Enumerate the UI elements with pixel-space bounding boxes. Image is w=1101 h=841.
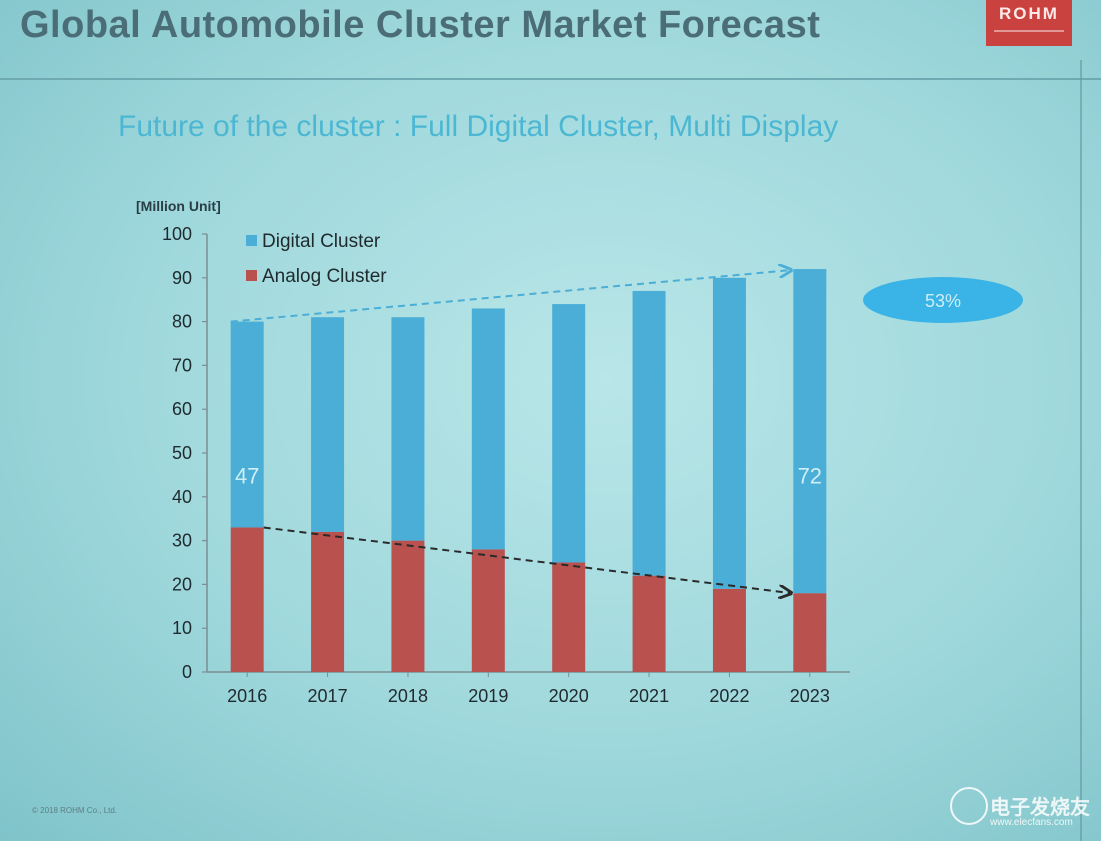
bar-analog-2016 <box>230 527 264 672</box>
bar-digital-2019 <box>471 308 505 550</box>
y-tick-label: 100 <box>162 224 192 244</box>
slide-title: Global Automobile Cluster Market Forecas… <box>20 4 821 46</box>
legend-label-analog-cluster: Analog Cluster <box>262 266 387 287</box>
y-tick-label: 90 <box>172 268 192 288</box>
bar-analog-2023 <box>793 593 827 672</box>
total-trend-arrow <box>230 270 792 323</box>
x-tick-label-2016: 2016 <box>227 686 267 706</box>
y-tick-label: 30 <box>172 531 192 551</box>
x-tick-label-2018: 2018 <box>388 686 428 706</box>
y-tick-label: 10 <box>172 618 192 638</box>
bar-analog-2018 <box>391 540 425 672</box>
logo-text: ROHM <box>999 4 1059 23</box>
y-tick-label: 20 <box>172 574 192 594</box>
bar-analog-2020 <box>552 562 586 672</box>
bar-digital-2018 <box>391 317 425 541</box>
y-tick-label: 40 <box>172 487 192 507</box>
y-tick-label: 50 <box>172 443 192 463</box>
watermark-url: www.elecfans.com <box>990 817 1073 828</box>
legend-label-digital-cluster: Digital Cluster <box>262 231 381 252</box>
watermark-text: 电子发烧友 <box>990 797 1090 819</box>
watermark-logo-icon <box>950 787 988 825</box>
y-tick-label: 0 <box>182 662 192 682</box>
bar-digital-2023 <box>793 269 827 594</box>
bar-digital-2017 <box>311 317 345 532</box>
screen-edge <box>1080 60 1082 841</box>
callout-text: 53% <box>925 291 961 311</box>
callout-ellipse <box>863 277 1023 323</box>
bar-digital-2022 <box>712 277 746 589</box>
analog-trend-arrow <box>263 526 792 593</box>
data-label-2016: 47 <box>235 464 259 489</box>
x-tick-label-2020: 2020 <box>549 686 589 706</box>
y-tick-label: 80 <box>172 312 192 332</box>
bar-analog-2017 <box>311 531 345 672</box>
data-label-2023: 72 <box>798 464 822 489</box>
legend-swatch-digital-cluster <box>246 235 257 246</box>
copyright-footer: © 2018 ROHM Co., Ltd. <box>32 806 118 815</box>
x-tick-label-2019: 2019 <box>468 686 508 706</box>
bar-analog-2022 <box>712 588 746 672</box>
bar-digital-2020 <box>552 304 586 563</box>
bar-analog-2019 <box>471 549 505 672</box>
x-tick-label-2023: 2023 <box>790 686 830 706</box>
y-tick-label: 70 <box>172 355 192 375</box>
rohm-logo: ROHM <box>986 0 1072 46</box>
y-tick-label: 60 <box>172 399 192 419</box>
x-tick-label-2022: 2022 <box>709 686 749 706</box>
bar-digital-2021 <box>632 290 666 576</box>
bar-digital-2016 <box>230 321 264 528</box>
x-tick-label-2021: 2021 <box>629 686 669 706</box>
x-tick-label-2017: 2017 <box>308 686 348 706</box>
logo-underline <box>994 30 1064 32</box>
legend-swatch-analog-cluster <box>246 270 257 281</box>
title-divider <box>0 78 1101 80</box>
slide-subtitle: Future of the cluster : Full Digital Clu… <box>118 110 839 143</box>
site-watermark: 电子发烧友 www.elecfans.com <box>950 785 1090 835</box>
y-axis-unit-label: [Million Unit] <box>136 198 221 214</box>
bar-analog-2021 <box>632 575 666 672</box>
